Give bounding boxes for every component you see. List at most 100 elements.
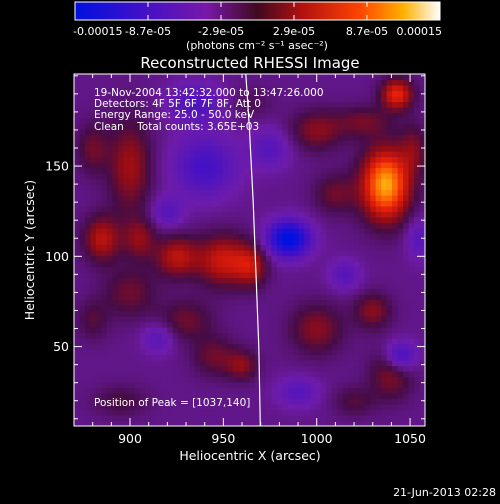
heatmap-cell — [167, 343, 174, 350]
heatmap-cell — [167, 134, 174, 141]
heatmap-cell — [353, 294, 360, 301]
heatmap-cell — [403, 321, 410, 328]
heatmap-cell — [392, 151, 399, 158]
heatmap-cell — [414, 371, 421, 378]
heatmap-cell — [370, 387, 377, 394]
heatmap-cell — [117, 338, 124, 345]
heatmap-cell — [370, 244, 377, 251]
heatmap-cell — [359, 90, 366, 97]
heatmap-cell — [408, 140, 415, 147]
heatmap-cell — [309, 233, 316, 240]
heatmap-cell — [84, 288, 92, 295]
heatmap-cell — [211, 387, 218, 394]
heatmap-cell — [298, 167, 305, 174]
heatmap-cell — [271, 321, 278, 328]
heatmap-cell — [156, 349, 163, 356]
heatmap-cell — [342, 239, 349, 246]
heatmap-cell — [123, 156, 130, 163]
heatmap-cell — [403, 129, 410, 136]
heatmap-cell — [211, 310, 218, 317]
heatmap-cell — [414, 173, 421, 180]
heatmap-cell — [139, 206, 146, 213]
heatmap-cell — [419, 222, 425, 229]
heatmap-cell — [134, 349, 141, 356]
heatmap-cell — [386, 200, 393, 207]
heatmap-cell — [238, 338, 245, 345]
heatmap-cell — [74, 85, 81, 92]
heatmap-cell — [211, 398, 218, 405]
heatmap-cell — [205, 327, 212, 334]
heatmap-cell — [309, 206, 316, 213]
heatmap-cell — [150, 211, 157, 218]
heatmap-cell — [260, 90, 267, 97]
heatmap-cell — [331, 151, 338, 158]
heatmap-cell — [244, 365, 251, 372]
heatmap-cell — [392, 79, 399, 86]
heatmap-cell — [233, 299, 240, 306]
heatmap-cell — [282, 354, 289, 361]
heatmap-cell — [293, 277, 300, 284]
heatmap-cell — [205, 140, 212, 147]
heatmap-cell — [381, 244, 388, 251]
heatmap-cell — [320, 420, 327, 426]
heatmap-cell — [287, 107, 294, 114]
heatmap-cell — [156, 393, 163, 400]
heatmap-cell — [254, 140, 262, 147]
heatmap-cell — [150, 244, 157, 251]
heatmap-cell — [364, 310, 371, 317]
heatmap-cell — [134, 178, 141, 185]
heatmap-cell — [244, 376, 251, 383]
heatmap-cell — [282, 96, 289, 103]
heatmap-cell — [216, 222, 223, 229]
heatmap-cell — [392, 107, 399, 114]
heatmap-cell — [353, 376, 360, 383]
heatmap-cell — [403, 283, 410, 290]
heatmap-cell — [145, 145, 152, 152]
heatmap-cell — [304, 288, 311, 295]
heatmap-cell — [348, 79, 355, 86]
heatmap-cell — [117, 239, 124, 246]
heatmap-cell — [337, 134, 344, 141]
heatmap-cell — [227, 288, 234, 295]
heatmap-cell — [134, 107, 141, 114]
heatmap-cell — [370, 156, 377, 163]
heatmap-cell — [233, 277, 240, 284]
heatmap-cell — [227, 101, 234, 108]
heatmap-cell — [134, 129, 141, 136]
colorbar-tick-label: 0.00015 — [397, 25, 443, 38]
heatmap-cell — [249, 277, 256, 284]
heatmap-cell — [348, 415, 355, 422]
heatmap-cell — [419, 316, 425, 323]
heatmap-cell — [392, 167, 399, 174]
heatmap-cell — [238, 217, 245, 224]
heatmap-cell — [348, 305, 355, 312]
heatmap-cell — [90, 327, 97, 334]
heatmap-cell — [123, 250, 130, 257]
heatmap-cell — [161, 288, 168, 295]
heatmap-cell — [117, 393, 124, 400]
heatmap-cell — [348, 211, 355, 218]
heatmap-cell — [211, 382, 218, 389]
heatmap-cell — [150, 140, 157, 147]
heatmap-cell — [298, 404, 305, 411]
heatmap-cell — [74, 409, 81, 416]
heatmap-cell — [156, 217, 163, 224]
heatmap-cell — [370, 123, 377, 130]
heatmap-cell — [370, 266, 377, 273]
heatmap-cell — [238, 123, 245, 130]
heatmap-cell — [222, 415, 229, 422]
heatmap-cell — [408, 409, 415, 416]
heatmap-cell — [293, 305, 300, 312]
heatmap-cell — [359, 178, 366, 185]
heatmap-cell — [320, 321, 327, 328]
heatmap-cell — [419, 288, 425, 295]
heatmap-cell — [183, 156, 190, 163]
heatmap-cell — [315, 365, 322, 372]
heatmap-cell — [183, 299, 190, 306]
heatmap-cell — [205, 151, 212, 158]
heatmap-cell — [117, 178, 124, 185]
heatmap-cell — [331, 272, 338, 279]
heatmap-cell — [364, 382, 371, 389]
heatmap-cell — [320, 393, 327, 400]
heatmap-cell — [254, 195, 262, 202]
